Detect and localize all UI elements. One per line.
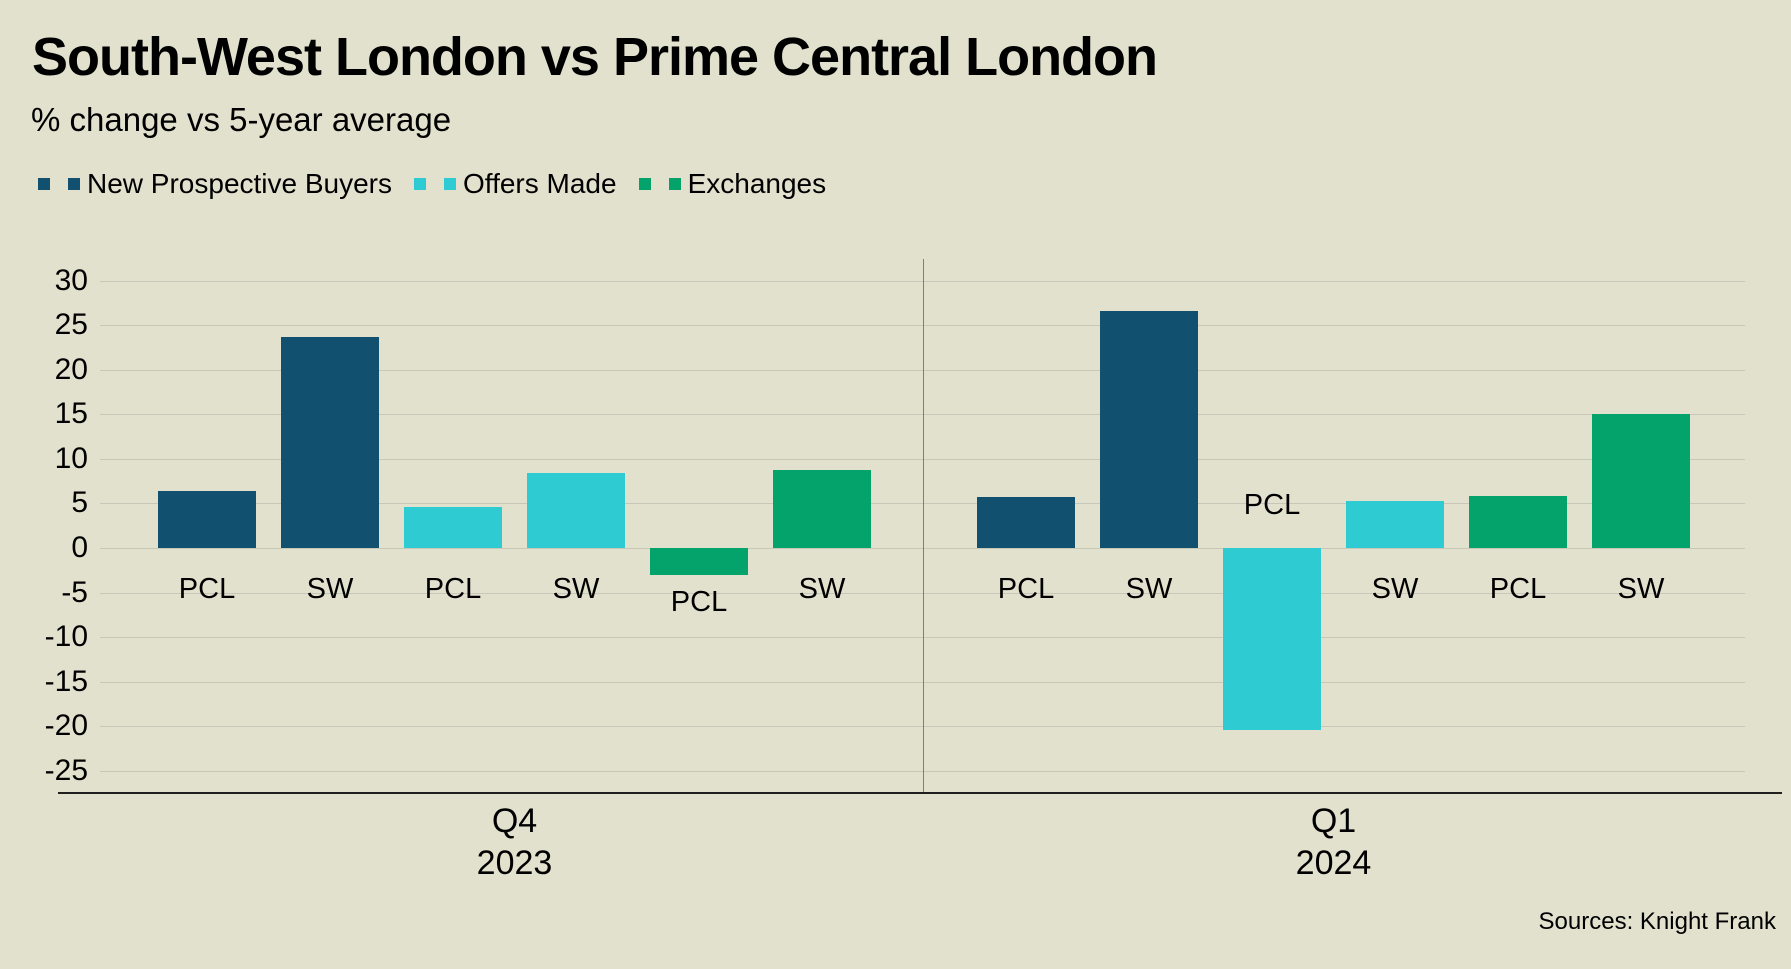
gridline [100, 459, 1745, 460]
group-year-label: 2023 [476, 844, 553, 882]
legend: New Prospective Buyers Offers Made Exchang… [38, 166, 848, 202]
y-axis-tick-label: 5 [71, 486, 88, 519]
bar-region-label: PCL [178, 573, 236, 605]
legend-swatch-icon [68, 178, 80, 190]
legend-swatch-icon [38, 178, 50, 190]
gridline [100, 593, 1745, 594]
legend-swatch-icon [414, 178, 427, 190]
bar-region-label: PCL [997, 573, 1055, 605]
bar-region-label: SW [1371, 573, 1419, 605]
bar-region-label: SW [1617, 573, 1665, 605]
gridline [100, 726, 1745, 727]
bar-region-label: SW [552, 573, 600, 605]
bar-offers-made-pcl [1223, 548, 1321, 730]
bar-region-label: PCL [1243, 489, 1301, 521]
y-axis-tick-label: 25 [54, 308, 88, 341]
y-axis-tick-label: -5 [61, 576, 88, 609]
y-axis-tick-label: 0 [71, 531, 88, 564]
legend-swatch-icon [668, 178, 681, 190]
bar-offers-made-sw [1346, 501, 1444, 548]
gridline [100, 281, 1745, 282]
bar-new-prospective-buyers-sw [1100, 311, 1198, 548]
y-axis-tick-label: -25 [44, 754, 88, 787]
legend-swatch-icon [638, 178, 651, 190]
bar-offers-made-pcl [404, 507, 502, 548]
group-quarter-label: Q4 [491, 802, 538, 840]
gridline [100, 414, 1745, 415]
bar-region-label: SW [1125, 573, 1173, 605]
gridline [100, 325, 1745, 326]
legend-entry-offers-made: Offers Made [414, 168, 617, 200]
gridline [100, 637, 1745, 638]
legend-label: Offers Made [463, 168, 617, 199]
group-divider-line [923, 259, 924, 792]
y-axis-tick-label: -20 [44, 709, 88, 742]
gridline [100, 771, 1745, 772]
bar-new-prospective-buyers-sw [281, 337, 379, 548]
bar-region-label: PCL [1489, 573, 1547, 605]
bar-region-label: SW [798, 573, 846, 605]
gridline [100, 370, 1745, 371]
y-axis-tick-label: 30 [54, 264, 88, 297]
chart-subtitle: % change vs 5-year average [31, 101, 452, 138]
y-axis-tick-label: 20 [54, 353, 88, 386]
y-axis-tick-label: -10 [44, 620, 88, 653]
legend-label: Exchanges [687, 168, 827, 199]
y-axis-tick-label: 10 [54, 442, 88, 475]
group-year-label: 2024 [1295, 844, 1372, 882]
bar-region-label: SW [306, 573, 354, 605]
bar-new-prospective-buyers-pcl [158, 491, 256, 548]
bar-region-label: PCL [424, 573, 482, 605]
group-quarter-label: Q1 [1310, 802, 1357, 840]
legend-label: New Prospective Buyers [87, 168, 393, 199]
chart-title: South-West London vs Prime Central Londo… [32, 27, 1158, 87]
legend-swatch-icon [444, 178, 457, 190]
source-note: Sources: Knight Frank [1538, 908, 1776, 935]
gridline [100, 548, 1745, 549]
bar-offers-made-sw [527, 473, 625, 548]
legend-entry-exchanges: Exchanges [638, 168, 827, 200]
bar-new-prospective-buyers-pcl [977, 497, 1075, 548]
bar-exchanges-pcl [650, 548, 748, 575]
y-axis-tick-label: -15 [44, 665, 88, 698]
y-axis-tick-label: 15 [54, 397, 88, 430]
bar-exchanges-pcl [1469, 496, 1567, 548]
bar-exchanges-sw [1592, 414, 1690, 548]
gridline [100, 682, 1745, 683]
bar-region-label: PCL [670, 586, 728, 618]
legend-entry-new-prospective-buyers: New Prospective Buyers [38, 168, 392, 200]
gridline [100, 503, 1745, 504]
x-axis-line [58, 792, 1782, 794]
bar-exchanges-sw [773, 470, 871, 548]
